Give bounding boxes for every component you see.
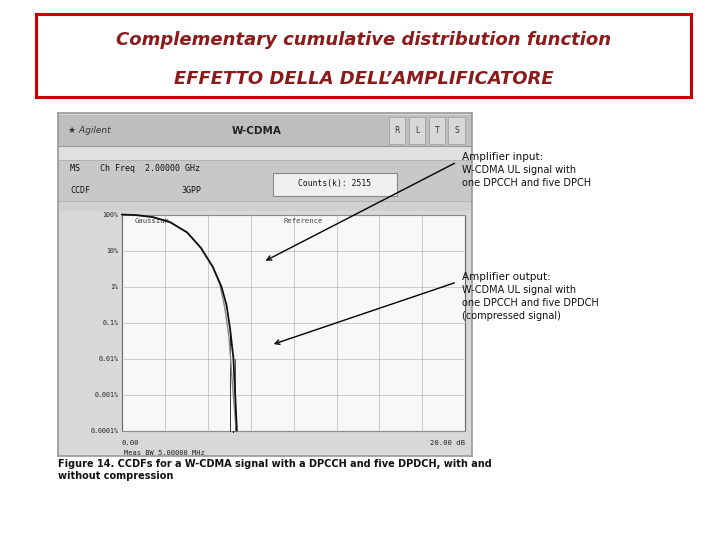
Text: MS    Ch Freq  2.00000 GHz: MS Ch Freq 2.00000 GHz	[70, 164, 200, 173]
Text: S: S	[454, 126, 459, 135]
Text: 0.1%: 0.1%	[102, 320, 119, 326]
Bar	[449, 117, 465, 144]
Text: one DPCCH and five DPCH: one DPCCH and five DPCH	[462, 178, 591, 188]
Text: 20.00 dB: 20.00 dB	[431, 440, 465, 446]
Text: (compressed signal): (compressed signal)	[462, 311, 561, 321]
Text: Amplifier input:: Amplifier input:	[462, 152, 544, 162]
Text: Complementary cumulative distribution function: Complementary cumulative distribution fu…	[116, 31, 611, 49]
Text: Figure 14. CCDFs for a W-CDMA signal with a DPCCH and five DPDCH, with and
witho: Figure 14. CCDFs for a W-CDMA signal wit…	[58, 459, 491, 481]
Text: 3GPP: 3GPP	[181, 186, 202, 195]
Text: Meas BW 5.00000 MHz: Meas BW 5.00000 MHz	[124, 450, 204, 456]
Bar	[58, 115, 472, 146]
Text: Reference: Reference	[283, 218, 323, 224]
Text: W-CDMA UL signal with: W-CDMA UL signal with	[462, 285, 576, 295]
Text: Gaussian: Gaussian	[134, 218, 169, 224]
Text: Amplifier output:: Amplifier output:	[462, 272, 551, 282]
Text: 0.0001%: 0.0001%	[91, 428, 119, 434]
Text: one DPCCH and five DPDCH: one DPCCH and five DPDCH	[462, 298, 599, 308]
Bar	[58, 160, 472, 201]
Text: 1%: 1%	[110, 284, 119, 289]
Text: 0.001%: 0.001%	[94, 392, 119, 397]
Text: ★ Agilent: ★ Agilent	[68, 126, 111, 135]
Text: 0.01%: 0.01%	[99, 355, 119, 362]
Text: R: R	[395, 126, 400, 135]
Text: L: L	[415, 126, 419, 135]
Bar	[58, 201, 472, 211]
Text: W-CDMA: W-CDMA	[231, 125, 282, 136]
Bar	[409, 117, 426, 144]
Text: Counts(k): 2515: Counts(k): 2515	[298, 179, 372, 188]
Bar	[273, 173, 397, 195]
Text: 10%: 10%	[107, 247, 119, 254]
Bar	[58, 146, 472, 160]
Text: T: T	[434, 126, 439, 135]
Text: 0.00: 0.00	[122, 440, 139, 446]
Text: 100%: 100%	[102, 212, 119, 218]
Bar	[428, 117, 445, 144]
Text: EFFETTO DELLA DELL’AMPLIFICATORE: EFFETTO DELLA DELL’AMPLIFICATORE	[174, 70, 554, 88]
Bar	[389, 117, 405, 144]
Text: W-CDMA UL signal with: W-CDMA UL signal with	[462, 165, 576, 175]
Text: CCDF: CCDF	[70, 186, 90, 195]
Bar	[122, 214, 465, 430]
